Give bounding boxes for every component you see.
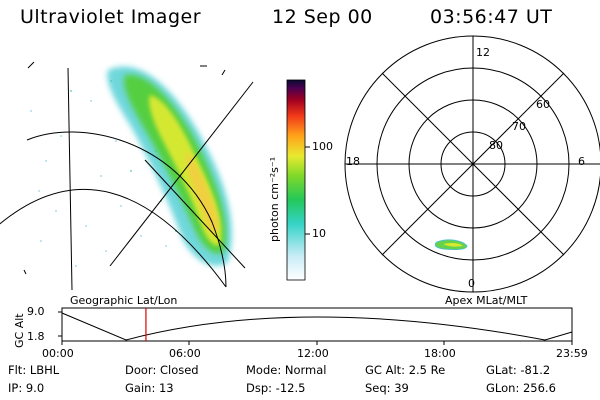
glat-status: GLat: -81.2	[486, 363, 551, 377]
mlt-label-12: 12	[476, 46, 490, 59]
seq-status: Seq: 39	[365, 381, 409, 395]
gc-alt-axis-label: GC Alt	[13, 313, 26, 348]
gc-alt-status: GC Alt: 2.5 Re	[365, 363, 446, 377]
time-tick-0000: 00:00	[42, 347, 74, 360]
longitude-line-2	[109, 81, 254, 267]
colorbar-tick-100: 100	[312, 140, 333, 153]
geographic-panel-label: Geographic Lat/Lon	[70, 294, 178, 307]
altitude-plot-frame	[61, 307, 573, 342]
colorbar-tick-10: 10	[312, 227, 326, 240]
latitude-arc-outer	[0, 188, 227, 288]
aurora-band-core	[186, 150, 219, 235]
colorbar-unit-label: photon cm⁻²s⁻¹	[268, 156, 281, 242]
door-status: Door: Closed	[125, 363, 199, 377]
altitude-x-ticks	[61, 341, 573, 345]
mlt-label-18: 18	[346, 155, 360, 168]
alt-tick-9: 9.0	[27, 305, 45, 318]
alt-tick-1-8: 1.8	[27, 330, 45, 343]
colorbar	[286, 79, 306, 281]
mode-status: Mode: Normal	[246, 363, 327, 377]
date-label: 12 Sep 00	[272, 6, 373, 28]
polar-plot	[344, 35, 600, 293]
scatter-noise	[30, 95, 167, 267]
mlt-label-0: 0	[468, 277, 475, 290]
filter-status: Flt: LBHL	[8, 363, 60, 377]
apex-panel-label: Apex MLat/MLT	[445, 294, 528, 307]
time-tick-1800: 18:00	[424, 347, 456, 360]
ip-status: IP: 9.0	[8, 381, 45, 395]
mlt-label-6: 6	[578, 155, 585, 168]
time-tick-0600: 06:00	[169, 347, 201, 360]
time-tick-1200: 12:00	[297, 347, 329, 360]
time-label: 03:56:47 UT	[430, 6, 553, 28]
gain-status: Gain: 13	[125, 381, 174, 395]
lat-label-60: 60	[536, 98, 550, 111]
glon-status: GLon: 256.6	[486, 381, 556, 395]
altitude-curve	[61, 312, 573, 341]
lat-label-70: 70	[512, 120, 526, 133]
dsp-status: Dsp: -12.5	[246, 381, 306, 395]
time-tick-2359: 23:59	[556, 347, 588, 360]
longitude-line-1	[67, 67, 73, 291]
lat-label-80: 80	[489, 139, 503, 152]
latitude-circle	[26, 131, 227, 288]
longitude-line-3	[144, 159, 246, 269]
geographic-image	[0, 61, 254, 291]
instrument-title: Ultraviolet Imager	[20, 6, 202, 28]
